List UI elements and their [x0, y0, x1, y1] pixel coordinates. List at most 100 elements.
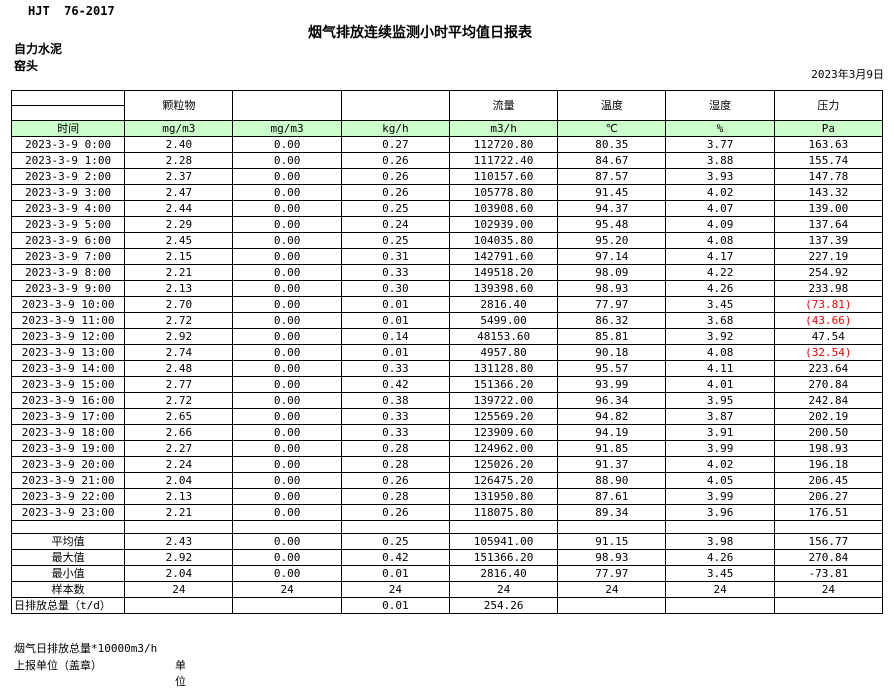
hour-row: 2023-3-9 2:00 2.37 0.00 0.26 110157.60 87.57 3…: [10, 168, 884, 185]
value-cell: 2.72: [124, 392, 234, 409]
value-cell: 95.57: [557, 360, 667, 377]
hour-row: 2023-3-9 12:00 2.92 0.00 0.14 48153.60 85.81 3…: [10, 328, 884, 345]
value-cell: 0.00: [232, 312, 342, 329]
time-cell: 2023-3-9 4:00: [10, 200, 126, 217]
value-cell: 2.28: [124, 152, 234, 169]
hour-row: 2023-3-9 20:00 2.24 0.00 0.28 125026.20 91.37…: [10, 456, 884, 473]
summary-row: 最大值 2.92 0.00 0.42 151366.20 98.93 4.26 270.84: [10, 549, 884, 566]
time-cell: 2023-3-9 23:00: [10, 504, 126, 521]
value-cell: 2.48: [124, 360, 234, 377]
summary-row: 最小值 2.04 0.00 0.01 2816.40 77.97 3.45 -73.81: [10, 565, 884, 582]
summary-label: 最小值: [10, 565, 126, 582]
monitoring-table: 颗粒物 流量 温度 湿度 压力 时间 mg/m3 mg/m3 kg/h m3/h…: [10, 90, 884, 614]
value-cell: 0.42: [340, 376, 450, 393]
summary-value-cell: 98.93: [557, 549, 667, 566]
value-cell: 3.88: [665, 152, 775, 169]
value-cell: 85.81: [557, 328, 667, 345]
time-cell: 2023-3-9 7:00: [10, 248, 126, 265]
summary-value-cell: 2816.40: [448, 565, 559, 582]
summary-value-cell: 270.84: [773, 549, 884, 566]
value-cell: 196.18: [773, 456, 884, 473]
table-header: 颗粒物 流量 温度 湿度 压力 时间 mg/m3 mg/m3 kg/h m3/h…: [10, 90, 884, 137]
summary-value-cell: 105941.00: [448, 533, 559, 550]
col-header-blank-2: [340, 90, 450, 121]
value-cell: 139398.60: [448, 280, 559, 297]
summary-value-cell: 24: [340, 581, 450, 598]
empty-cell: [448, 520, 559, 534]
value-cell: 2.15: [124, 248, 234, 265]
value-cell: 95.20: [557, 232, 667, 249]
value-cell: 2.21: [124, 504, 234, 521]
col-header-pressure: 压力: [773, 90, 884, 121]
unit-header-row: 时间 mg/m3 mg/m3 kg/h m3/h ℃ % Pa: [10, 120, 884, 137]
hour-row: 2023-3-9 22:00 2.13 0.00 0.28 131950.80 87.61…: [10, 488, 884, 505]
value-cell: 2.29: [124, 216, 234, 233]
value-cell: 3.93: [665, 168, 775, 185]
value-cell: 4.26: [665, 280, 775, 297]
empty-cell: [232, 520, 342, 534]
company-name: 自力水泥: [14, 42, 63, 56]
value-cell: 131128.80: [448, 360, 559, 377]
value-cell: 84.67: [557, 152, 667, 169]
value-cell: 0.00: [232, 360, 342, 377]
value-cell: 2.45: [124, 232, 234, 249]
value-cell: 0.00: [232, 440, 342, 457]
value-cell: 110157.60: [448, 168, 559, 185]
value-cell: 0.31: [340, 248, 450, 265]
value-cell: 0.26: [340, 472, 450, 489]
value-cell: 0.26: [340, 504, 450, 521]
value-cell: 0.28: [340, 488, 450, 505]
empty-cell: [773, 520, 884, 534]
summary-value-cell: 0.42: [340, 549, 450, 566]
value-cell: 0.00: [232, 504, 342, 521]
summary-value-cell: [124, 597, 234, 614]
value-cell: 0.00: [232, 408, 342, 425]
hour-row: 2023-3-9 10:00 2.70 0.00 0.01 2816.40 77.97 3.…: [10, 296, 884, 313]
value-cell: 88.90: [557, 472, 667, 489]
summary-value-cell: 24: [773, 581, 884, 598]
empty-cell: [10, 520, 126, 534]
unit-kgh: kg/h: [340, 120, 450, 137]
summary-value-cell: 0.00: [232, 549, 342, 566]
time-cell: 2023-3-9 6:00: [10, 232, 126, 249]
value-cell: 4.01: [665, 376, 775, 393]
col-header-humidity: 湿度: [665, 90, 775, 121]
value-cell: 0.27: [340, 136, 450, 153]
value-cell: 0.01: [340, 312, 450, 329]
value-cell: 89.34: [557, 504, 667, 521]
value-cell: 0.00: [232, 392, 342, 409]
summary-label: 样本数: [10, 581, 126, 598]
value-cell: 0.33: [340, 408, 450, 425]
value-cell: 137.64: [773, 216, 884, 233]
value-cell: 4.11: [665, 360, 775, 377]
hour-row: 2023-3-9 6:00 2.45 0.00 0.25 104035.80 95.20 4…: [10, 232, 884, 249]
time-cell: 2023-3-9 1:00: [10, 152, 126, 169]
value-cell: (43.66): [773, 312, 884, 329]
value-cell: 223.64: [773, 360, 884, 377]
value-cell: 0.00: [232, 488, 342, 505]
value-cell: 125569.20: [448, 408, 559, 425]
summary-value-cell: 2.92: [124, 549, 234, 566]
unit-percent: %: [665, 120, 775, 137]
summary-value-cell: 0.00: [232, 565, 342, 582]
time-cell: 2023-3-9 19:00: [10, 440, 126, 457]
value-cell: 112720.80: [448, 136, 559, 153]
value-cell: 0.00: [232, 136, 342, 153]
value-cell: 2.70: [124, 296, 234, 313]
value-cell: 0.00: [232, 232, 342, 249]
time-cell: 2023-3-9 5:00: [10, 216, 126, 233]
value-cell: 202.19: [773, 408, 884, 425]
value-cell: 91.45: [557, 184, 667, 201]
value-cell: 95.48: [557, 216, 667, 233]
value-cell: 131950.80: [448, 488, 559, 505]
value-cell: 93.99: [557, 376, 667, 393]
value-cell: 105778.80: [448, 184, 559, 201]
value-cell: 4.02: [665, 456, 775, 473]
value-cell: 143.32: [773, 184, 884, 201]
hour-row: 2023-3-9 21:00 2.04 0.00 0.26 126475.20 88.90…: [10, 472, 884, 489]
value-cell: 2.65: [124, 408, 234, 425]
value-cell: 227.19: [773, 248, 884, 265]
value-cell: 3.45: [665, 296, 775, 313]
value-cell: 0.33: [340, 360, 450, 377]
col-header-time: 时间: [10, 120, 126, 137]
